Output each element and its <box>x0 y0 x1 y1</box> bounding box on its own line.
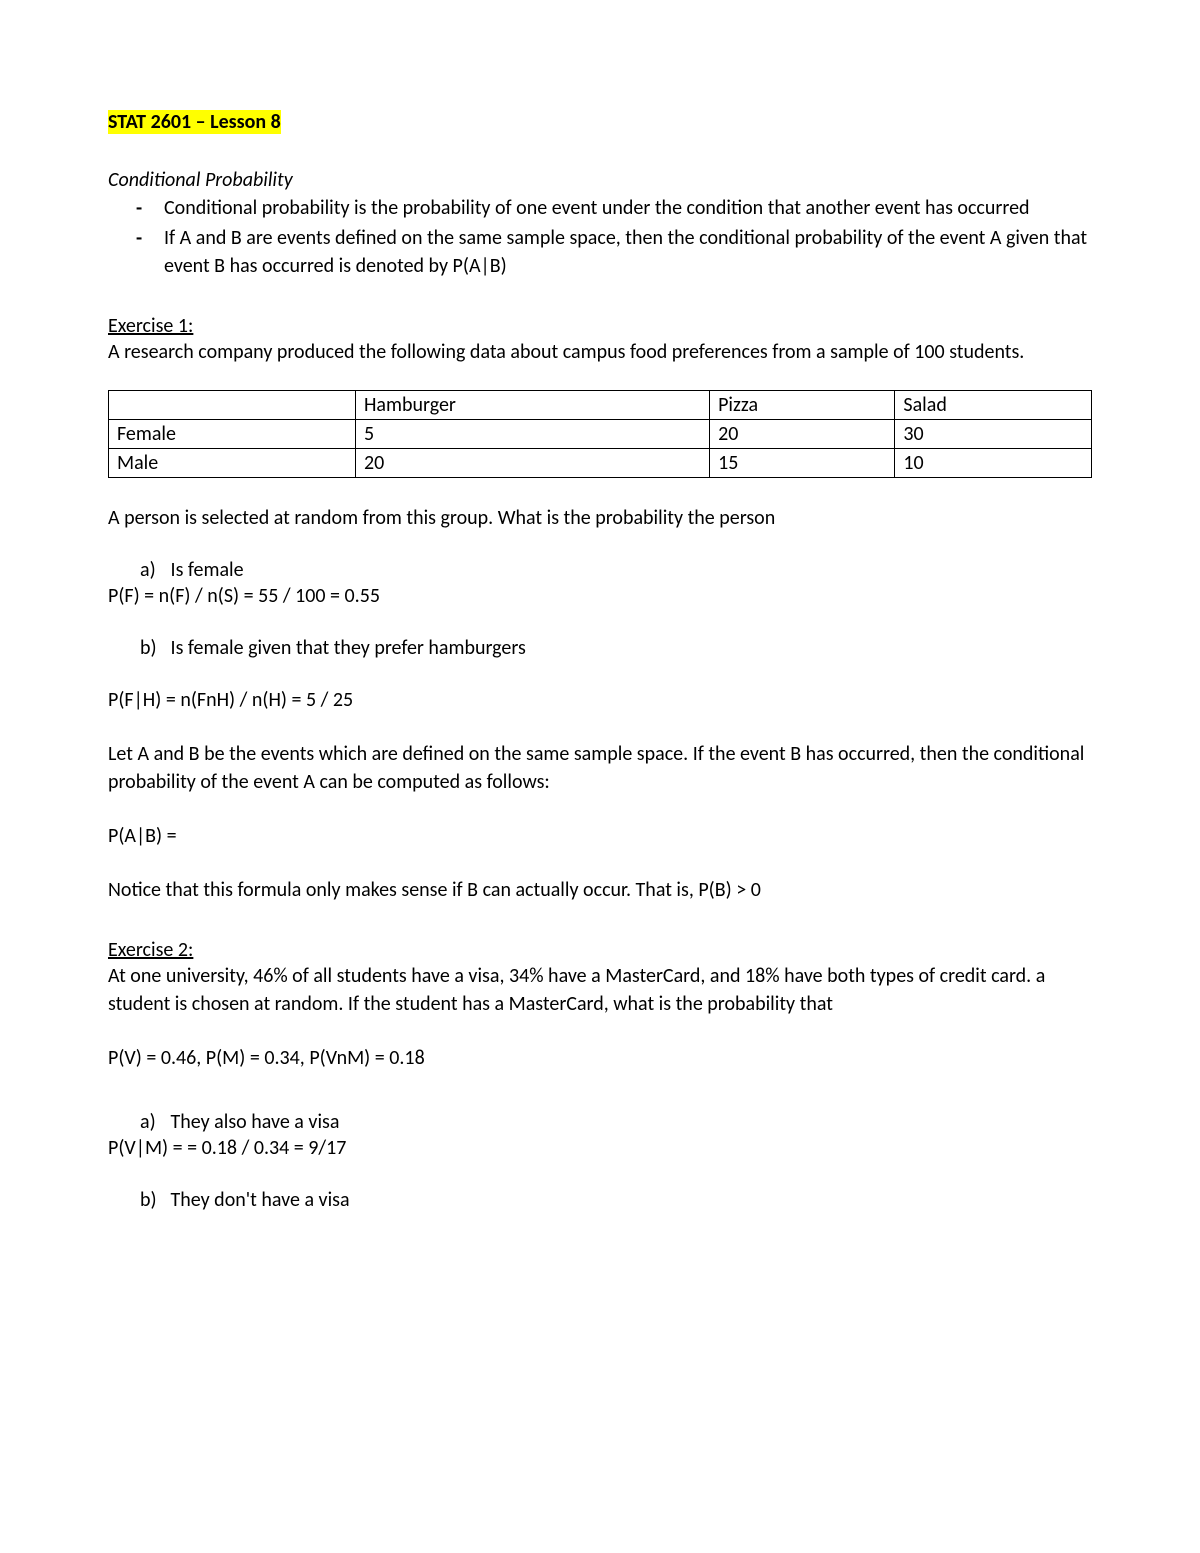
table-header-cell: Pizza <box>710 391 895 420</box>
table-row: Female 5 20 30 <box>109 420 1092 449</box>
exercise-1-part-a: a) Is female <box>108 558 1092 582</box>
table-cell: 15 <box>710 449 895 478</box>
table-header-row: Hamburger Pizza Salad <box>109 391 1092 420</box>
table-header-cell <box>109 391 356 420</box>
exercise-2-part-b: b) They don't have a visa <box>108 1188 1092 1212</box>
table-cell: 10 <box>895 449 1092 478</box>
bullet-item: If A and B are events defined on the sam… <box>164 224 1092 280</box>
exercise-2-intro: At one university, 46% of all students h… <box>108 962 1092 1018</box>
document-page: STAT 2601 – Lesson 8 Conditional Probabi… <box>0 0 1200 1553</box>
part-text: They also have a visa <box>171 1110 340 1134</box>
table-cell: Female <box>109 420 356 449</box>
exercise-1-intro: A research company produced the followin… <box>108 338 1092 366</box>
part-text: Is female given that they prefer hamburg… <box>171 636 526 660</box>
lesson-title-text: STAT 2601 – Lesson 8 <box>108 110 281 134</box>
exercise-1-part-b: b) Is female given that they prefer hamb… <box>108 636 1092 660</box>
exercise-1-b-answer: P(F|H) = n(FnH) / n(H) = 5 / 25 <box>108 686 1092 714</box>
table-cell: 20 <box>355 449 709 478</box>
part-label: a) <box>140 1110 166 1134</box>
conditional-formula-intro: Let A and B be the events which are defi… <box>108 740 1092 796</box>
exercise-2-heading: Exercise 2: <box>108 938 1092 962</box>
table-cell: 20 <box>710 420 895 449</box>
exercise-1-question: A person is selected at random from this… <box>108 504 1092 532</box>
lesson-title: STAT 2601 – Lesson 8 <box>108 110 1092 134</box>
part-label: a) <box>140 558 166 582</box>
table-cell: 30 <box>895 420 1092 449</box>
table-row: Male 20 15 10 <box>109 449 1092 478</box>
exercise-2-part-a: a) They also have a visa <box>108 1110 1092 1134</box>
table-cell: 5 <box>355 420 709 449</box>
part-text: They don't have a visa <box>171 1188 350 1212</box>
section-heading: Conditional Probability <box>108 168 1092 192</box>
definition-list: Conditional probability is the probabili… <box>108 194 1092 280</box>
exercise-2-given: P(V) = 0.46, P(M) = 0.34, P(VnM) = 0.18 <box>108 1044 1092 1072</box>
exercise-2-a-answer: P(V|M) = = 0.18 / 0.34 = 9/17 <box>108 1134 1092 1162</box>
spacer <box>108 1098 1092 1110</box>
part-text: Is female <box>171 558 244 582</box>
bullet-item: Conditional probability is the probabili… <box>164 194 1092 222</box>
part-label: b) <box>140 1188 166 1212</box>
food-preference-table: Hamburger Pizza Salad Female 5 20 30 Mal… <box>108 390 1092 478</box>
exercise-1-a-answer: P(F) = n(F) / n(S) = 55 / 100 = 0.55 <box>108 582 1092 610</box>
exercise-1-heading: Exercise 1: <box>108 314 1092 338</box>
table-header-cell: Salad <box>895 391 1092 420</box>
conditional-formula: P(A|B) = <box>108 822 1092 850</box>
conditional-formula-note: Notice that this formula only makes sens… <box>108 876 1092 904</box>
table-header-cell: Hamburger <box>355 391 709 420</box>
part-label: b) <box>140 636 166 660</box>
table-cell: Male <box>109 449 356 478</box>
